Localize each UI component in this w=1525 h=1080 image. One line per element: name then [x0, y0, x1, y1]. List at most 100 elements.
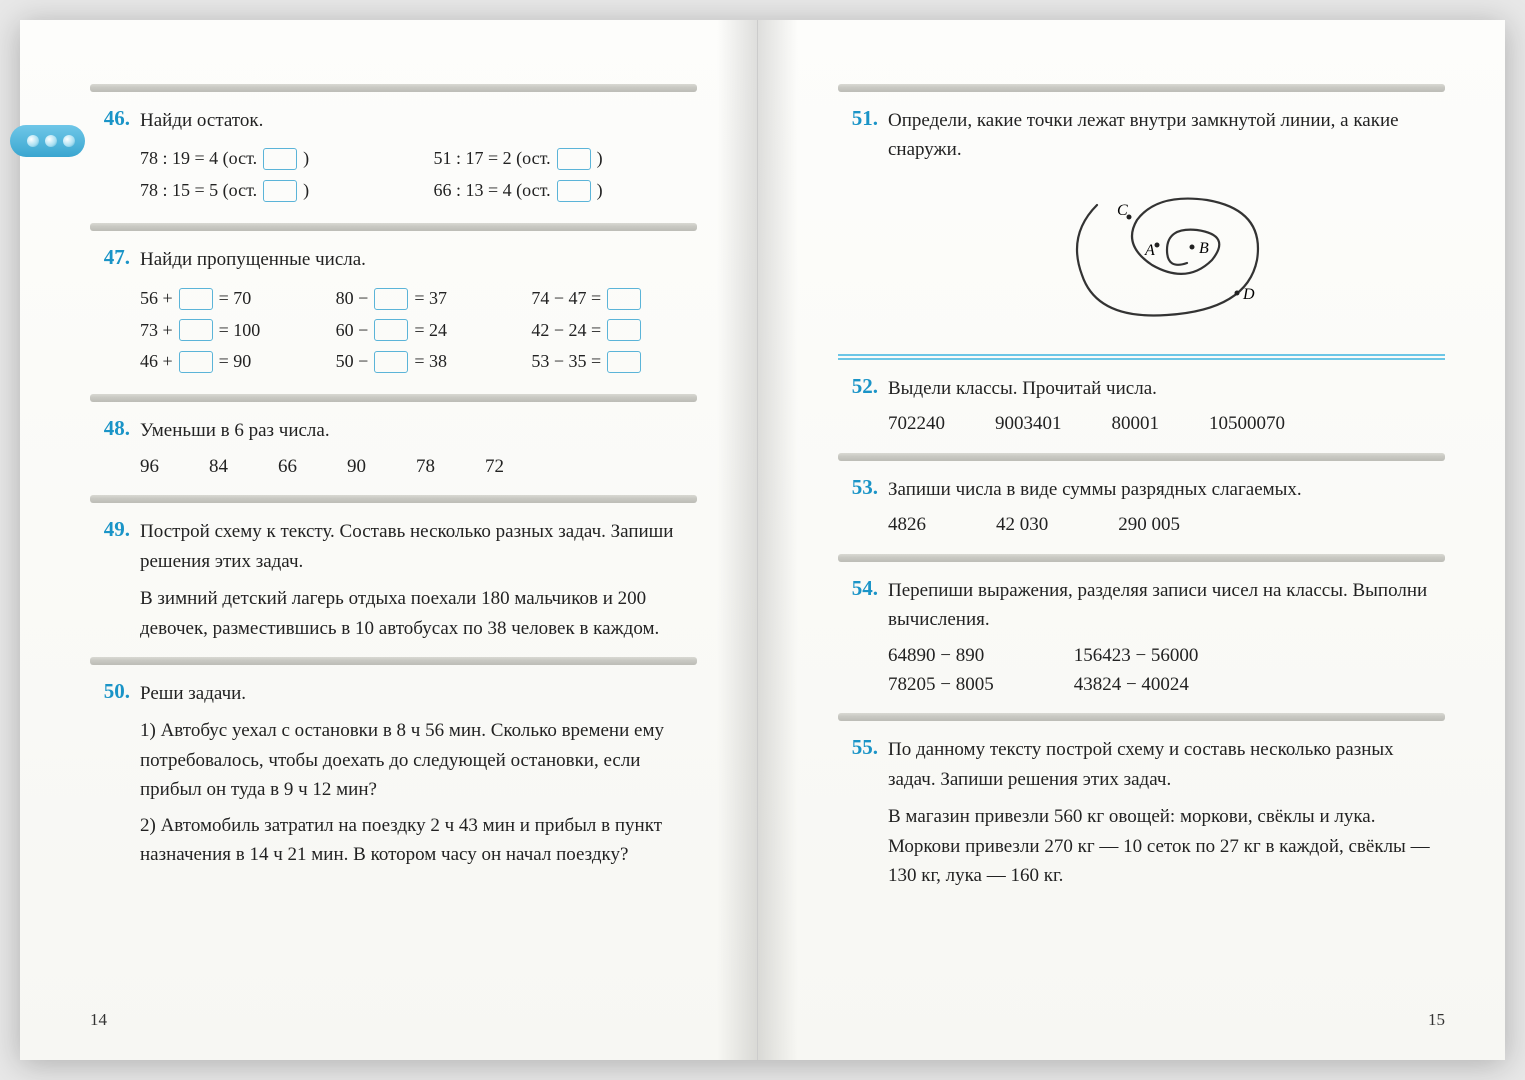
- answer-blank[interactable]: [263, 180, 297, 202]
- section-rule: [90, 394, 697, 402]
- number: 4826: [888, 510, 926, 539]
- page-left: 46. Найди остаток. 78 : 19 = 4 (ост.) 78…: [20, 20, 758, 1060]
- task-number: 52.: [838, 374, 888, 439]
- task-body: Найди пропущенные числа. 56 += 70 73 += …: [140, 245, 697, 380]
- answer-blank[interactable]: [179, 319, 213, 341]
- equation: 66 : 13 = 4 (ост.): [434, 177, 698, 205]
- number: 9003401: [995, 409, 1062, 438]
- equation: 80 −= 37: [336, 285, 502, 313]
- section-rule: [838, 84, 1445, 92]
- number-row: 702240 9003401 80001 10500070: [888, 409, 1445, 438]
- task-number: 50.: [90, 679, 140, 870]
- answer-blank[interactable]: [374, 319, 408, 341]
- equation: 46 += 90: [140, 348, 306, 376]
- task-title: Реши задачи.: [140, 679, 697, 708]
- task-text: 1) Автобус уехал с остановки в 8 ч 56 ми…: [140, 716, 697, 804]
- page-number: 14: [90, 1010, 107, 1030]
- number: 78: [416, 452, 435, 481]
- task-body: Построй схему к тексту. Составь нескольк…: [140, 517, 697, 643]
- section-rule: [838, 453, 1445, 461]
- answer-blank[interactable]: [263, 148, 297, 170]
- task-body: Выдели классы. Прочитай числа. 702240 90…: [888, 374, 1445, 439]
- answer-blank[interactable]: [607, 288, 641, 310]
- book-spread: 46. Найди остаток. 78 : 19 = 4 (ост.) 78…: [20, 20, 1505, 1060]
- task-title: Перепиши выражения, разделяя записи чисе…: [888, 576, 1445, 635]
- tab-dot: [45, 135, 57, 147]
- task-number: 51.: [838, 106, 888, 340]
- section-rule: [90, 657, 697, 665]
- answer-blank[interactable]: [374, 351, 408, 373]
- number: 72: [485, 452, 504, 481]
- answer-blank[interactable]: [374, 288, 408, 310]
- task-title: Выдели классы. Прочитай числа.: [888, 374, 1445, 403]
- page-number: 15: [1428, 1010, 1445, 1030]
- task-title: Найди остаток.: [140, 106, 697, 135]
- curve-svg: C A B D: [1037, 175, 1297, 335]
- task-body: Уменьши в 6 раз числа. 96 84 66 90 78 72: [140, 416, 697, 481]
- equation: 42 − 24 =: [531, 317, 697, 345]
- task-49: 49. Построй схему к тексту. Составь неск…: [90, 517, 697, 643]
- answer-blank[interactable]: [179, 351, 213, 373]
- equation: 50 −= 38: [336, 348, 502, 376]
- point-label-c: C: [1117, 202, 1128, 219]
- answer-blank[interactable]: [607, 319, 641, 341]
- equation: 60 −= 24: [336, 317, 502, 345]
- task-number: 53.: [838, 475, 888, 540]
- expression: 78205 − 8005: [888, 670, 994, 699]
- section-rule: [90, 495, 697, 503]
- task-52: 52. Выдели классы. Прочитай числа. 70224…: [838, 374, 1445, 439]
- task-text: 2) Автомобиль затратил на поездку 2 ч 43…: [140, 811, 697, 870]
- task-50: 50. Реши задачи. 1) Автобус уехал с оста…: [90, 679, 697, 870]
- section-rule: [90, 84, 697, 92]
- point-label-b: B: [1199, 240, 1209, 257]
- number-row: 96 84 66 90 78 72: [140, 452, 697, 481]
- closed-curve-diagram: C A B D: [888, 175, 1445, 335]
- section-tab: [10, 125, 85, 157]
- expression: 64890 − 890: [888, 641, 994, 670]
- task-number: 55.: [838, 735, 888, 890]
- equation: 78 : 19 = 4 (ост.): [140, 145, 404, 173]
- task-number: 47.: [90, 245, 140, 380]
- task-text: В магазин привезли 560 кг овощей: морков…: [888, 802, 1445, 890]
- answer-blank[interactable]: [557, 148, 591, 170]
- number: 290 005: [1118, 510, 1180, 539]
- expression: 156423 − 56000: [1074, 641, 1199, 670]
- answer-blank[interactable]: [607, 351, 641, 373]
- equation: 51 : 17 = 2 (ост.): [434, 145, 698, 173]
- answer-blank[interactable]: [179, 288, 213, 310]
- number: 66: [278, 452, 297, 481]
- number: 80001: [1112, 409, 1160, 438]
- number-row: 4826 42 030 290 005: [888, 510, 1445, 539]
- number: 702240: [888, 409, 945, 438]
- number: 96: [140, 452, 159, 481]
- answer-blank[interactable]: [557, 180, 591, 202]
- task-54: 54. Перепиши выражения, разделяя записи …: [838, 576, 1445, 700]
- task-title: Запиши числа в виде суммы разрядных слаг…: [888, 475, 1445, 504]
- number: 90: [347, 452, 366, 481]
- task-body: Запиши числа в виде суммы разрядных слаг…: [888, 475, 1445, 540]
- spine-shadow: [758, 20, 798, 1060]
- equation: 56 += 70: [140, 285, 306, 313]
- task-48: 48. Уменьши в 6 раз числа. 96 84 66 90 7…: [90, 416, 697, 481]
- equation: 73 += 100: [140, 317, 306, 345]
- section-rule: [838, 713, 1445, 721]
- equation: 74 − 47 =: [531, 285, 697, 313]
- task-title: Определи, какие точки лежат внутри замкн…: [888, 106, 1445, 165]
- number: 84: [209, 452, 228, 481]
- task-number: 46.: [90, 106, 140, 209]
- task-body: Найди остаток. 78 : 19 = 4 (ост.) 78 : 1…: [140, 106, 697, 209]
- task-title: Найди пропущенные числа.: [140, 245, 697, 274]
- task-text: В зимний детский лагерь отдыха поехали 1…: [140, 584, 697, 643]
- number: 42 030: [996, 510, 1048, 539]
- tab-dot: [27, 135, 39, 147]
- spine-shadow: [717, 20, 757, 1060]
- equation-columns: 78 : 19 = 4 (ост.) 78 : 15 = 5 (ост.) 51…: [140, 141, 697, 209]
- task-body: Перепиши выражения, разделяя записи чисе…: [888, 576, 1445, 700]
- task-53: 53. Запиши числа в виде суммы разрядных …: [838, 475, 1445, 540]
- task-number: 48.: [90, 416, 140, 481]
- section-rule: [90, 223, 697, 231]
- expression: 43824 − 40024: [1074, 670, 1199, 699]
- equation: 78 : 15 = 5 (ост.): [140, 177, 404, 205]
- point-label-d: D: [1242, 286, 1255, 303]
- number: 10500070: [1209, 409, 1285, 438]
